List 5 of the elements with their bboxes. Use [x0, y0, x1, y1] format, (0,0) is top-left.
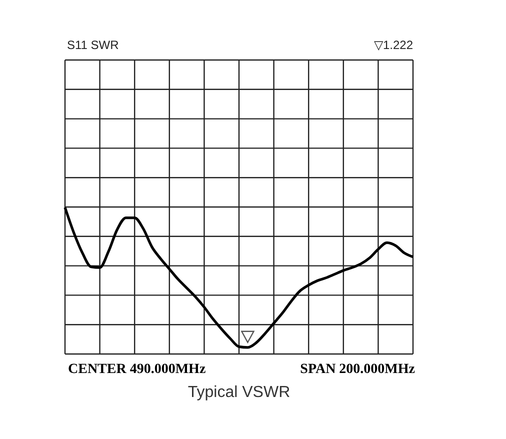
text: Typical VSWR: [186, 384, 292, 402]
text: SPAN 200.000MHz: [300, 362, 415, 378]
chart-subtitle: S11 SWR: [67, 38, 119, 52]
text: ▽1.222: [374, 38, 413, 52]
text: CENTER 490.000MHz: [68, 362, 206, 378]
